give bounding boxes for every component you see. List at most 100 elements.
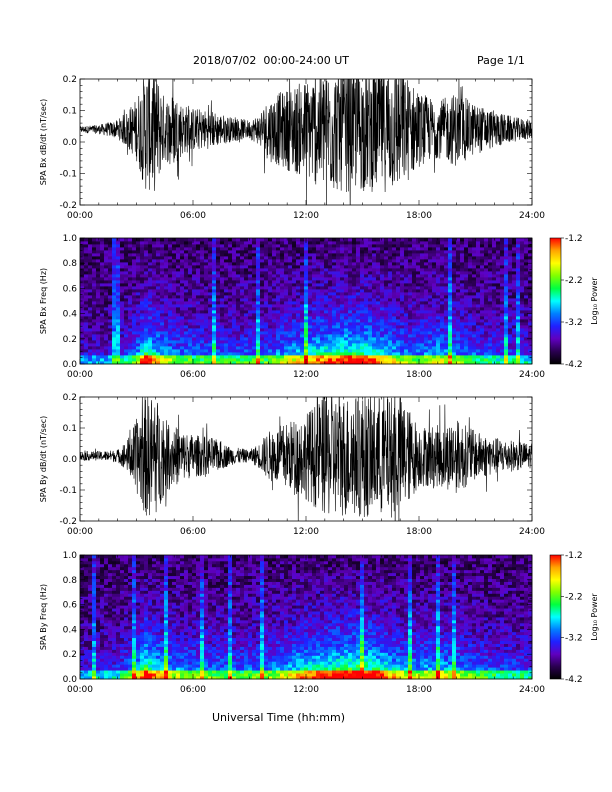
heatmap-cell — [204, 247, 209, 251]
heatmap-cell — [440, 328, 445, 332]
heatmap-cell — [320, 343, 325, 347]
heatmap-cell — [356, 268, 361, 272]
heatmap-cell — [320, 283, 325, 287]
heatmap-cell — [412, 247, 417, 251]
heatmap-cell — [492, 271, 497, 275]
heatmap-cell — [448, 289, 453, 293]
heatmap-cell — [512, 268, 517, 272]
heatmap-cell — [128, 328, 133, 332]
heatmap-cell — [376, 331, 381, 335]
heatmap-cell — [480, 316, 485, 320]
heatmap-cell — [192, 262, 197, 266]
heatmap-cell — [260, 292, 265, 296]
heatmap-cell — [500, 310, 505, 314]
heatmap-cell — [408, 331, 413, 335]
heatmap-cell — [304, 304, 309, 308]
heatmap-cell — [388, 313, 393, 317]
heatmap-cell — [268, 292, 273, 296]
heatmap-cell — [224, 334, 229, 338]
heatmap-cell — [324, 250, 329, 254]
heatmap-cell — [128, 301, 133, 305]
heatmap-cell — [248, 358, 253, 362]
heatmap-cell — [256, 244, 261, 248]
heatmap-cell — [192, 253, 197, 257]
heatmap-cell — [156, 247, 161, 251]
heatmap-cell — [460, 268, 465, 272]
heatmap-cell — [296, 253, 301, 257]
heatmap-cell — [240, 253, 245, 257]
heatmap-cell — [396, 256, 401, 260]
heatmap-cell — [236, 349, 241, 353]
heatmap-cell — [316, 358, 321, 362]
heatmap-cell — [408, 280, 413, 284]
heatmap-cell — [424, 253, 429, 257]
heatmap-cell — [444, 250, 449, 254]
heatmap-cell — [508, 361, 513, 365]
heatmap-cell — [392, 325, 397, 329]
heatmap-cell — [268, 274, 273, 278]
heatmap-cell — [484, 259, 489, 263]
heatmap-cell — [168, 247, 173, 251]
heatmap-cell — [420, 250, 425, 254]
heatmap-cell — [296, 268, 301, 272]
heatmap-cell — [240, 304, 245, 308]
heatmap-cell — [220, 307, 225, 311]
heatmap-cell — [464, 250, 469, 254]
heatmap-cell — [212, 256, 217, 260]
heatmap-cell — [232, 328, 237, 332]
heatmap-cell — [280, 316, 285, 320]
heatmap-cell — [492, 283, 497, 287]
heatmap-cell — [484, 343, 489, 347]
heatmap-cell — [504, 343, 509, 347]
heatmap-cell — [328, 346, 333, 350]
heatmap-cell — [356, 292, 361, 296]
heatmap-cell — [436, 259, 441, 263]
heatmap-cell — [384, 250, 389, 254]
heatmap-cell — [480, 325, 485, 329]
heatmap-cell — [88, 325, 93, 329]
heatmap-cell — [416, 310, 421, 314]
heatmap-cell — [116, 334, 121, 338]
heatmap-cell — [216, 241, 221, 245]
heatmap-cell — [164, 271, 169, 275]
heatmap-cell — [420, 352, 425, 356]
heatmap-cell — [112, 331, 117, 335]
heatmap-cell — [500, 346, 505, 350]
heatmap-cell — [456, 286, 461, 290]
heatmap-cell — [352, 361, 357, 365]
heatmap-cell — [416, 361, 421, 365]
heatmap-cell — [100, 325, 105, 329]
heatmap-cell — [384, 286, 389, 290]
heatmap-cell — [80, 346, 85, 350]
heatmap-cell — [488, 259, 493, 263]
heatmap-cell — [260, 307, 265, 311]
heatmap-cell — [228, 298, 233, 302]
heatmap-cell — [304, 256, 309, 260]
heatmap-cell — [360, 331, 365, 335]
heatmap-cell — [368, 313, 373, 317]
heatmap-cell — [168, 289, 173, 293]
heatmap-cell — [276, 337, 281, 341]
heatmap-cell — [96, 250, 101, 254]
heatmap-cell — [220, 286, 225, 290]
heatmap-cell — [380, 244, 385, 248]
heatmap-cell — [372, 292, 377, 296]
heatmap-cell — [164, 358, 169, 362]
heatmap-cell — [404, 286, 409, 290]
heatmap-cell — [312, 271, 317, 275]
heatmap-cell — [340, 331, 345, 335]
heatmap-cell — [372, 328, 377, 332]
heatmap-cell — [256, 274, 261, 278]
heatmap-cell — [436, 247, 441, 251]
heatmap-cell — [112, 361, 117, 365]
heatmap-cell — [112, 322, 117, 326]
heatmap-cell — [272, 295, 277, 299]
heatmap-cell — [524, 304, 529, 308]
heatmap-cell — [384, 274, 389, 278]
heatmap-cell — [184, 322, 189, 326]
heatmap-cell — [304, 331, 309, 335]
heatmap-cell — [288, 286, 293, 290]
heatmap-cell — [416, 283, 421, 287]
heatmap-cell — [212, 298, 217, 302]
heatmap-cell — [92, 358, 97, 362]
